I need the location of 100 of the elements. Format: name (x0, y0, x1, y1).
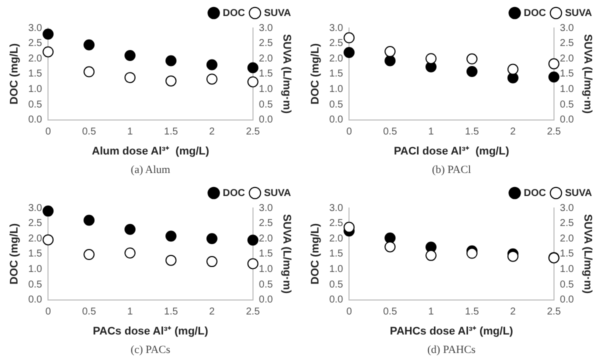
x-tick-label: 2 (510, 306, 516, 318)
point (42, 46, 54, 58)
point (124, 247, 136, 258)
y-tick-label: 2.0 (329, 233, 344, 244)
point (84, 214, 95, 226)
y-tick-label: 2.0 (28, 233, 43, 244)
y-tick-label: 0.5 (329, 279, 344, 290)
point (42, 28, 54, 40)
x-tick-label: 0.5 (383, 126, 398, 138)
y-tick-label: 3.0 (28, 202, 43, 214)
point (344, 46, 355, 58)
text: (b) PACl (430, 163, 472, 178)
y2-tick-label: 2.0 (258, 53, 274, 64)
point (206, 256, 218, 268)
legend-label: SUVA (264, 188, 292, 199)
point (84, 39, 95, 50)
y2-tick-label: 0.5 (258, 279, 274, 290)
x-tick-label: 1.5 (164, 306, 178, 318)
y2-tick-label: 3.0 (560, 22, 574, 34)
y2-axis-title: SUVA (L/mg·m) (280, 214, 292, 294)
x-tick-label: 2 (209, 306, 216, 318)
y2-tick-label: 0.0 (258, 114, 274, 126)
point (165, 55, 176, 66)
y2-tick-label: 0.5 (258, 99, 274, 110)
point (344, 222, 355, 233)
y2-tick-label: 1.0 (560, 264, 574, 275)
point (548, 58, 560, 70)
point (124, 50, 136, 62)
x-tick-label: 1 (127, 306, 134, 318)
legend-label: SUVA (264, 8, 292, 19)
y2-tick-label: 2.5 (560, 218, 574, 230)
point (84, 249, 95, 260)
x-tick-label: 1 (428, 306, 434, 318)
y2-tick-label: 1.5 (560, 248, 574, 260)
y-axis-title: DOC (mg/L) (310, 43, 322, 104)
x-tick-label: 1 (127, 126, 134, 138)
point (42, 234, 54, 246)
x-tick-label: 0.5 (82, 126, 96, 138)
y2-tick-label: 2.0 (560, 53, 574, 64)
x-tick-label: 2 (510, 126, 516, 138)
text: (c) PACs (130, 343, 172, 358)
y-tick-label: 3.0 (329, 202, 344, 214)
point (247, 258, 258, 270)
y-tick-label: 2.5 (28, 38, 43, 50)
y-tick-label: 2.5 (329, 38, 344, 50)
y-tick-label: 0.0 (28, 114, 43, 126)
y2-tick-label: 0.5 (560, 99, 574, 110)
text: (d) PAHCs (426, 343, 477, 358)
y-tick-label: 1.0 (28, 84, 43, 95)
x-axis-title: PACl dose Al³⁺ (mg/L) (394, 145, 510, 158)
legend-label: SUVA (564, 188, 592, 199)
y2-tick-label: 2.5 (560, 38, 574, 50)
y2-tick-label: 3.0 (258, 22, 274, 34)
y-tick-label: 0.5 (329, 99, 344, 110)
y-tick-label: 1.5 (329, 248, 344, 260)
y2-tick-label: 0.0 (560, 114, 574, 126)
x-tick-label: 0 (346, 306, 352, 318)
y-axis-title: DOC (mg/L) (8, 43, 21, 104)
x-axis-title: Alum dose Al³⁺ (mg/L) (92, 145, 210, 158)
x-tick-label: 2.5 (246, 126, 260, 138)
point (384, 232, 396, 244)
x-tick-label: 0.5 (82, 306, 96, 318)
y2-axis-title: SUVA (L/mg·m) (280, 34, 292, 114)
legend-label: DOC (524, 8, 546, 19)
y-tick-label: 2.5 (28, 218, 43, 230)
legend-label: DOC (222, 188, 245, 199)
y-tick-label: 0.5 (28, 99, 43, 110)
y2-tick-label: 0.0 (560, 294, 574, 306)
point (247, 62, 258, 74)
y2-tick-label: 2.0 (258, 233, 274, 244)
y-tick-label: 1.0 (329, 264, 344, 275)
y2-tick-label: 1.5 (258, 248, 274, 260)
point (344, 32, 355, 44)
point (247, 234, 258, 246)
point (165, 254, 176, 266)
y-axis-title: DOC (mg/L) (310, 223, 322, 284)
point (206, 59, 218, 70)
y-tick-label: 2.0 (329, 53, 344, 64)
text: (a) Alum (130, 163, 172, 178)
legend-label: DOC (222, 8, 245, 19)
y2-axis-title: SUVA (L/mg·m) (581, 34, 594, 114)
y-tick-label: 3.0 (329, 22, 344, 34)
x-tick-label: 2.5 (546, 306, 562, 318)
y-tick-label: 1.0 (329, 84, 344, 95)
y2-tick-label: 0.5 (560, 279, 574, 290)
y2-tick-label: 3.0 (560, 202, 574, 214)
x-tick-label: 2.5 (546, 126, 562, 138)
y2-tick-label: 1.5 (560, 68, 574, 80)
x-tick-label: 2 (209, 126, 216, 138)
point (206, 233, 218, 244)
y-tick-label: 0.0 (28, 294, 43, 306)
y-tick-label: 0.0 (329, 294, 344, 306)
y2-tick-label: 2.0 (560, 233, 574, 244)
x-tick-label: 1 (428, 126, 434, 138)
y2-tick-label: 1.0 (258, 264, 274, 275)
point (466, 248, 478, 259)
point (507, 64, 518, 75)
point (165, 230, 176, 242)
y-tick-label: 1.5 (329, 68, 344, 80)
y-tick-label: 2.0 (28, 53, 43, 64)
